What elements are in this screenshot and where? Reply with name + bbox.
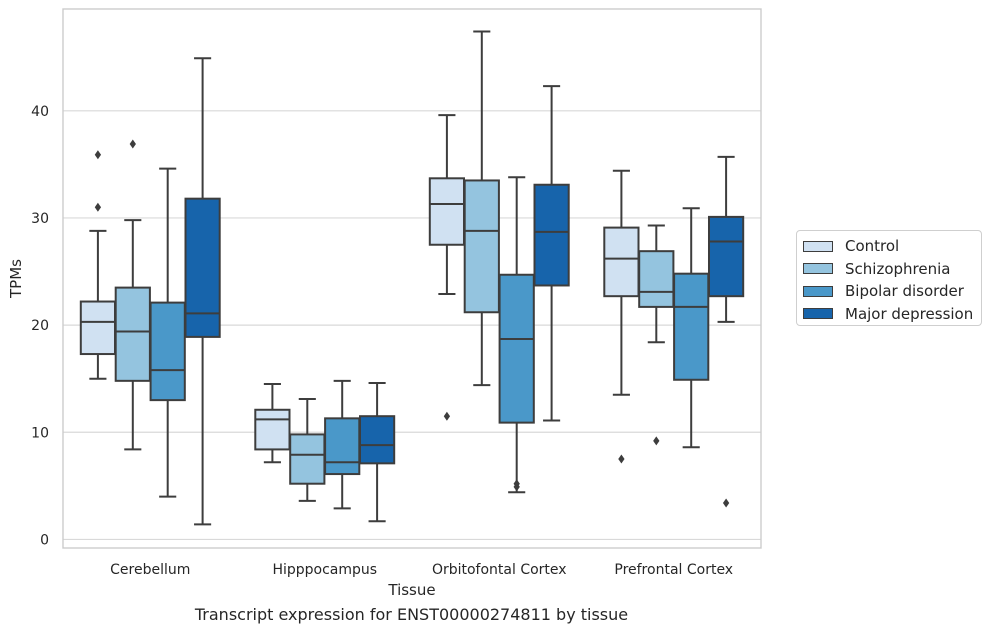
box-bipolar-disorder-prefrontal-cortex [673, 272, 710, 381]
y-tick-label-0: 0 [40, 532, 49, 548]
box-control-cerebellum [79, 300, 117, 356]
plot-frame [62, 8, 762, 549]
legend: Control Schizophrenia Bipolar disorder M… [796, 230, 982, 326]
chart-title: Transcript expression for ENST0000027481… [194, 605, 629, 624]
box-control-cerebellum-outlier-1 [94, 150, 102, 160]
x-tick-label-cerebellum: Cerebellum [110, 562, 190, 578]
box-schizophrenia-cerebellum [114, 286, 151, 382]
y-tick-label-10: 10 [31, 425, 49, 441]
legend-swatch-schizophrenia [803, 263, 833, 275]
y-tick-label-40: 40 [31, 104, 49, 120]
box-control-prefrontal-cortex [603, 226, 640, 298]
box-control-orbitofontal-cortex [428, 177, 466, 246]
box-schizophrenia-hipppocampus [289, 433, 326, 485]
box-schizophrenia-prefrontal-cortex [638, 250, 675, 308]
legend-label-control: Control [845, 237, 900, 256]
legend-label-schizophrenia: Schizophrenia [845, 259, 951, 278]
legend-label-bipolar-disorder: Bipolar disorder [845, 282, 964, 301]
box-schizophrenia-prefrontal-cortex-outlier-0 [653, 436, 660, 446]
y-tick-label-30: 30 [31, 211, 49, 227]
box-major-depression-orbitofontal-cortex [533, 183, 570, 287]
box-control-prefrontal-cortex-outlier-0 [618, 454, 625, 464]
legend-swatch-major-depression [803, 308, 833, 320]
legend-swatch-bipolar-disorder [803, 285, 833, 297]
box-control-cerebellum-outlier-0 [94, 202, 102, 212]
legend-item-schizophrenia: Schizophrenia [803, 258, 981, 281]
y-axis-label: TPMs [7, 259, 25, 299]
box-schizophrenia-cerebellum-outlier-0 [129, 139, 136, 149]
legend-item-bipolar-disorder: Bipolar disorder [803, 280, 981, 303]
x-tick-label-hipppocampus: Hipppocampus [272, 562, 377, 578]
legend-swatch-control [803, 240, 833, 252]
box-major-depression-prefrontal-cortex-outlier-0 [722, 498, 730, 508]
box-bipolar-disorder-cerebellum [149, 301, 186, 402]
box-major-depression-cerebellum [184, 197, 221, 338]
x-axis-label: Tissue [387, 581, 435, 599]
legend-item-major-depression: Major depression [803, 303, 981, 326]
box-bipolar-disorder-orbitofontal-cortex [498, 273, 535, 424]
legend-label-major-depression: Major depression [845, 304, 974, 323]
box-control-hipppocampus [254, 408, 291, 451]
box-schizophrenia-orbitofontal-cortex [463, 179, 500, 314]
box-major-depression-prefrontal-cortex [707, 215, 745, 298]
box-bipolar-disorder-orbitofontal-cortex-outlier-1 [513, 479, 520, 489]
y-tick-label-20: 20 [31, 318, 49, 334]
box-major-depression-hipppocampus [358, 415, 396, 465]
legend-item-control: Control [803, 235, 981, 258]
x-tick-label-prefrontal-cortex: Prefrontal Cortex [614, 562, 733, 578]
box-control-orbitofontal-cortex-outlier-0 [443, 411, 451, 421]
x-tick-label-orbitofontal-cortex: Orbitofontal Cortex [432, 562, 567, 578]
box-bipolar-disorder-hipppocampus [324, 417, 361, 476]
